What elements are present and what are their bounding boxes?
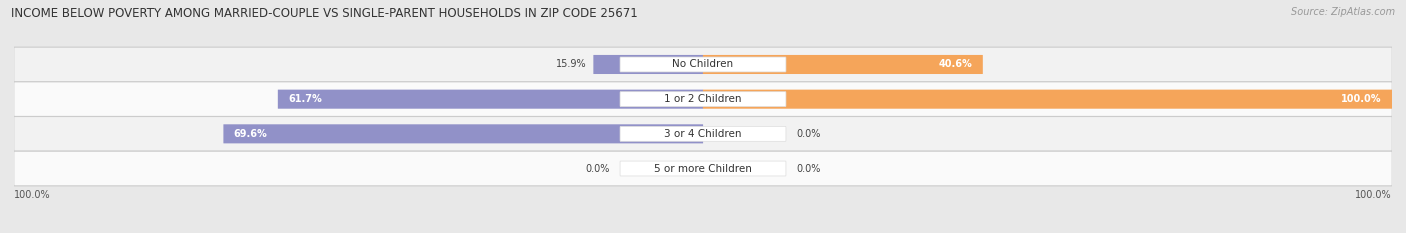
Text: 100.0%: 100.0% [14,190,51,200]
FancyBboxPatch shape [703,55,983,74]
FancyBboxPatch shape [620,126,786,141]
FancyBboxPatch shape [14,47,1392,82]
FancyBboxPatch shape [14,82,1392,116]
Text: 1 or 2 Children: 1 or 2 Children [664,94,742,104]
Text: 61.7%: 61.7% [288,94,322,104]
Text: 100.0%: 100.0% [1341,94,1382,104]
Text: 0.0%: 0.0% [796,164,820,174]
FancyBboxPatch shape [593,55,703,74]
Text: No Children: No Children [672,59,734,69]
Text: 40.6%: 40.6% [939,59,973,69]
FancyBboxPatch shape [224,124,703,143]
FancyBboxPatch shape [278,90,703,109]
Text: 100.0%: 100.0% [1355,190,1392,200]
Text: INCOME BELOW POVERTY AMONG MARRIED-COUPLE VS SINGLE-PARENT HOUSEHOLDS IN ZIP COD: INCOME BELOW POVERTY AMONG MARRIED-COUPL… [11,7,638,20]
Text: 69.6%: 69.6% [233,129,267,139]
FancyBboxPatch shape [620,161,786,176]
Text: Source: ZipAtlas.com: Source: ZipAtlas.com [1291,7,1395,17]
Text: 3 or 4 Children: 3 or 4 Children [664,129,742,139]
FancyBboxPatch shape [620,57,786,72]
FancyBboxPatch shape [14,116,1392,151]
Text: 5 or more Children: 5 or more Children [654,164,752,174]
FancyBboxPatch shape [14,151,1392,186]
FancyBboxPatch shape [703,90,1392,109]
Text: 0.0%: 0.0% [586,164,610,174]
Text: 15.9%: 15.9% [555,59,586,69]
Text: 0.0%: 0.0% [796,129,820,139]
FancyBboxPatch shape [620,92,786,107]
